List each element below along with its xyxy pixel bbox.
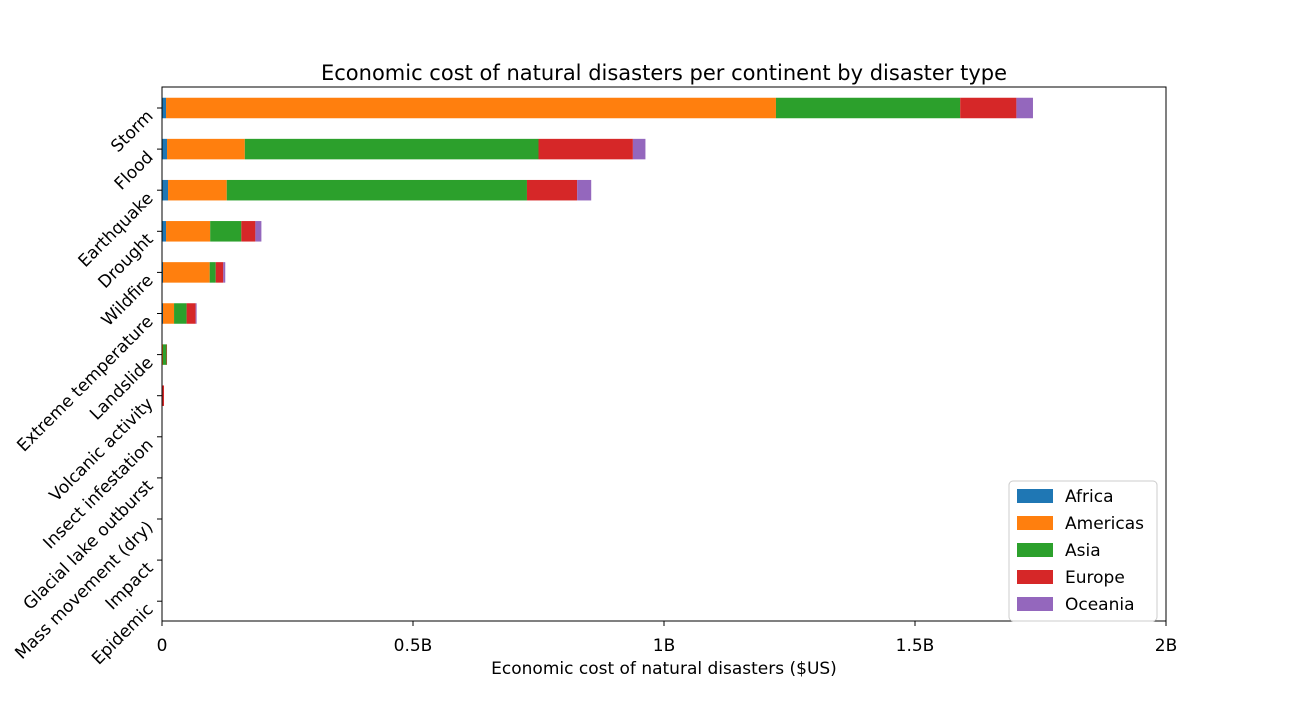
bar-oceania-storm: [1016, 97, 1033, 119]
legend-label-oceania: Oceania: [1065, 595, 1135, 615]
x-axis: 0 0.5B 1B 1.5B 2B: [157, 621, 1177, 656]
bar-americas-wildfire: [163, 262, 210, 283]
bar-asia-extreme-temperature: [174, 303, 187, 324]
legend-label-asia: Asia: [1065, 541, 1101, 561]
bar-americas-extreme-temperature: [163, 303, 175, 324]
legend-swatch-africa: [1017, 489, 1053, 503]
bar-americas-flood: [167, 138, 245, 160]
legend-label-africa: Africa: [1065, 487, 1114, 507]
x-tick-label: 0: [157, 636, 168, 656]
bar-asia-wildfire: [209, 262, 216, 283]
bar-asia-storm: [775, 97, 961, 119]
bar-oceania-flood: [632, 138, 646, 160]
bar-asia-landslide: [163, 344, 167, 365]
bar-europe-earthquake: [526, 179, 578, 201]
bar-americas-drought: [166, 221, 211, 242]
bar-americas-landslide: [162, 344, 163, 365]
legend-label-americas: Americas: [1065, 514, 1144, 534]
x-tick-label: 2B: [1155, 636, 1177, 656]
bar-europe-landslide: [166, 344, 168, 365]
bar-europe-volcanic-activity: [162, 385, 165, 406]
bar-africa-earthquake: [162, 179, 169, 201]
bar-europe-flood: [538, 138, 633, 160]
bar-oceania-extreme-temperature: [195, 303, 197, 324]
bar-asia-flood: [244, 138, 539, 160]
bar-africa-storm: [162, 97, 167, 119]
legend-swatch-oceania: [1017, 597, 1053, 611]
bar-asia-drought: [210, 221, 242, 242]
bar-europe-drought: [241, 221, 256, 242]
bar-asia-earthquake: [226, 179, 527, 201]
bar-europe-wildfire: [215, 262, 224, 283]
bar-africa-drought: [162, 221, 167, 242]
legend: Africa Americas Asia Europe Oceania: [1008, 480, 1158, 622]
bar-americas-earthquake: [168, 179, 227, 201]
bar-oceania-drought: [255, 221, 262, 242]
legend-swatch-americas: [1017, 516, 1053, 530]
bar-africa-flood: [162, 138, 168, 160]
bar-europe-extreme-temperature: [186, 303, 196, 324]
x-tick-label: 0.5B: [394, 636, 433, 656]
bar-europe-storm: [960, 97, 1017, 119]
bar-oceania-earthquake: [577, 179, 592, 201]
bar-americas-storm: [166, 97, 776, 119]
chart-title: Economic cost of natural disasters per c…: [321, 61, 1007, 85]
bars-layer: [162, 97, 1033, 406]
x-tick-label: 1B: [653, 636, 675, 656]
x-axis-label: Economic cost of natural disasters ($US): [491, 659, 837, 679]
bar-oceania-wildfire: [223, 262, 226, 283]
legend-swatch-europe: [1017, 570, 1053, 584]
legend-label-europe: Europe: [1065, 568, 1125, 588]
x-tick-label: 1.5B: [896, 636, 935, 656]
legend-swatch-asia: [1017, 543, 1053, 557]
